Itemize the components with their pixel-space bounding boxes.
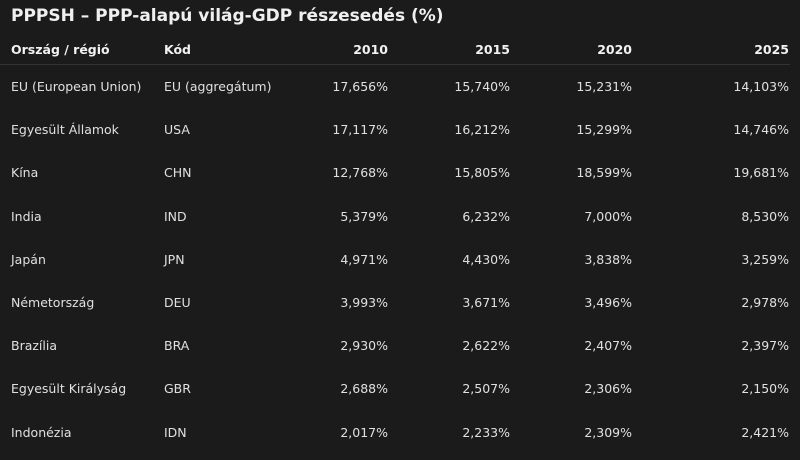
value-2015-cell: 4,430% xyxy=(462,251,510,267)
value-2025-cell: 14,103% xyxy=(733,79,789,95)
table-row[interactable]: Indonézia IDN 2,017% 2,233% 2,309% 2,421% xyxy=(0,411,790,454)
page-title: PPPSH – PPP-alapú világ-GDP részesedés (… xyxy=(11,6,444,26)
value-2025-cell: 2,421% xyxy=(741,424,789,440)
table-row[interactable]: Egyesült Államok USA 17,117% 16,212% 15,299%… xyxy=(0,108,790,151)
value-2020-cell: 2,309% xyxy=(584,424,632,440)
value-2010-cell: 5,379% xyxy=(340,208,388,224)
code-cell: USA xyxy=(164,122,190,138)
value-2020-cell: 2,306% xyxy=(584,381,632,397)
value-2025-cell: 14,746% xyxy=(733,122,789,138)
code-cell: JPN xyxy=(164,251,185,267)
code-cell: IND xyxy=(164,208,187,224)
value-2025-cell: 2,978% xyxy=(741,295,789,311)
table-row[interactable]: EU (European Union) EU (aggregátum) 17,656… xyxy=(0,65,790,109)
value-2010-cell: 17,656% xyxy=(332,79,388,95)
value-2015-cell: 15,805% xyxy=(454,165,510,181)
value-2020-cell: 7,000% xyxy=(584,208,632,224)
country-cell: Kína xyxy=(11,165,39,181)
code-cell: GBR xyxy=(164,381,191,397)
value-2015-cell: 16,212% xyxy=(454,122,510,138)
gdp-share-table: Ország / régió Kód 2010 2015 2020 2025 E… xyxy=(0,34,790,454)
value-2010-cell: 12,768% xyxy=(332,165,388,181)
value-2015-cell: 2,507% xyxy=(462,381,510,397)
column-header-2015[interactable]: 2015 xyxy=(389,34,511,65)
country-cell: India xyxy=(11,208,42,224)
code-cell: DEU xyxy=(164,295,191,311)
value-2015-cell: 3,671% xyxy=(462,295,510,311)
country-cell: Brazília xyxy=(11,338,58,354)
value-2020-cell: 2,407% xyxy=(584,338,632,354)
value-2010-cell: 17,117% xyxy=(332,122,388,138)
value-2025-cell: 19,681% xyxy=(733,165,789,181)
value-2025-cell: 3,259% xyxy=(741,251,789,267)
value-2015-cell: 2,233% xyxy=(462,424,510,440)
column-header-2020[interactable]: 2020 xyxy=(511,34,633,65)
value-2020-cell: 3,838% xyxy=(584,251,632,267)
value-2010-cell: 4,971% xyxy=(340,251,388,267)
value-2020-cell: 18,599% xyxy=(576,165,632,181)
table-row[interactable]: Egyesült Királyság GBR 2,688% 2,507% 2,306% 2… xyxy=(0,367,790,410)
value-2025-cell: 8,530% xyxy=(741,208,789,224)
code-cell: BRA xyxy=(164,338,190,354)
column-header-country[interactable]: Ország / régió xyxy=(0,34,154,65)
table-header-row: Ország / régió Kód 2010 2015 2020 2025 xyxy=(0,34,790,65)
country-cell: EU (European Union) xyxy=(11,79,142,95)
code-cell: EU (aggregátum) xyxy=(164,79,272,95)
table-row[interactable]: Kína CHN 12,768% 15,805% 18,599% 19,681% xyxy=(0,151,790,194)
column-header-2025[interactable]: 2025 xyxy=(633,34,790,65)
value-2025-cell: 2,397% xyxy=(741,338,789,354)
country-cell: Indonézia xyxy=(11,424,72,440)
table-row[interactable]: India IND 5,379% 6,232% 7,000% 8,530% xyxy=(0,195,790,238)
country-cell: Egyesült Királyság xyxy=(11,381,127,397)
table-row[interactable]: Németország DEU 3,993% 3,671% 3,496% 2,978% xyxy=(0,281,790,324)
table-row[interactable]: Japán JPN 4,971% 4,430% 3,838% 3,259% xyxy=(0,238,790,281)
value-2015-cell: 2,622% xyxy=(462,338,510,354)
country-cell: Németország xyxy=(11,295,95,311)
value-2025-cell: 2,150% xyxy=(741,381,789,397)
column-header-2010[interactable]: 2010 xyxy=(309,34,389,65)
code-cell: IDN xyxy=(164,424,187,440)
value-2010-cell: 2,688% xyxy=(340,381,388,397)
value-2010-cell: 2,930% xyxy=(340,338,388,354)
code-cell: CHN xyxy=(164,165,192,181)
value-2015-cell: 15,740% xyxy=(454,79,510,95)
value-2020-cell: 15,299% xyxy=(576,122,632,138)
value-2020-cell: 15,231% xyxy=(576,79,632,95)
column-header-code[interactable]: Kód xyxy=(154,34,309,65)
table-row[interactable]: Brazília BRA 2,930% 2,622% 2,407% 2,397% xyxy=(0,324,790,367)
value-2015-cell: 6,232% xyxy=(462,208,510,224)
value-2020-cell: 3,496% xyxy=(584,295,632,311)
country-cell: Egyesült Államok xyxy=(11,122,119,138)
value-2010-cell: 2,017% xyxy=(340,424,388,440)
country-cell: Japán xyxy=(11,251,46,267)
value-2010-cell: 3,993% xyxy=(340,295,388,311)
